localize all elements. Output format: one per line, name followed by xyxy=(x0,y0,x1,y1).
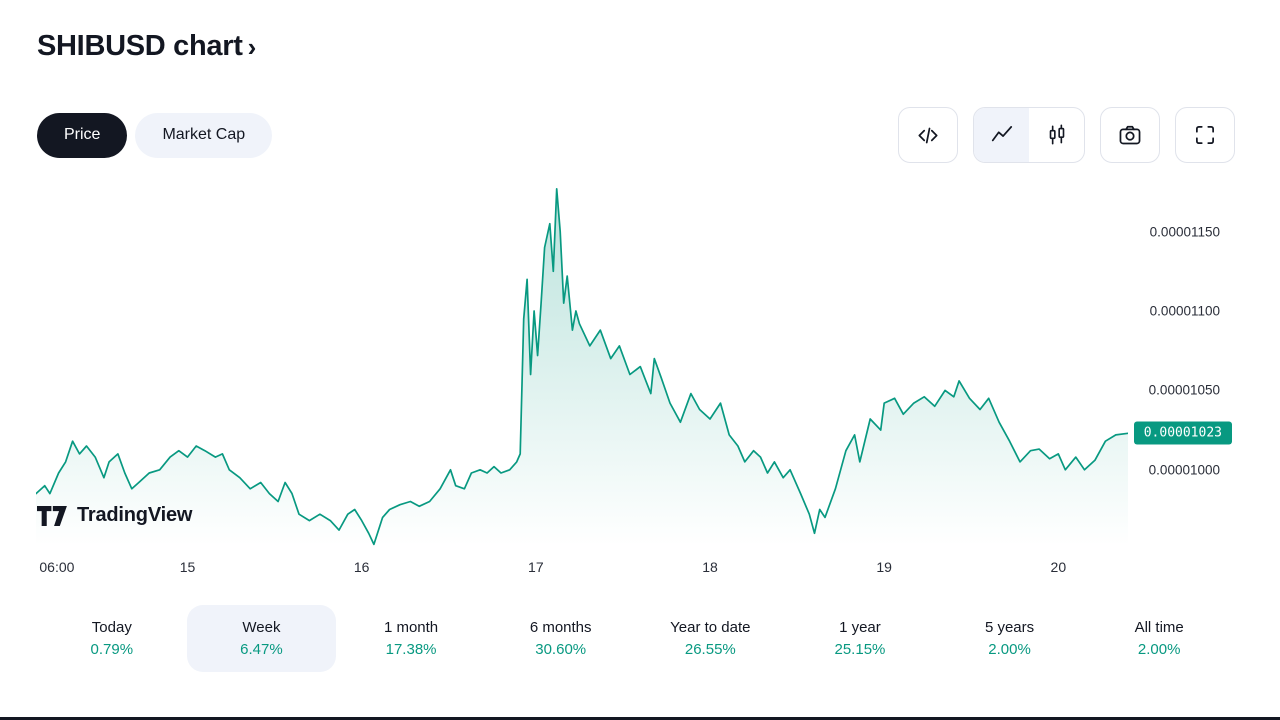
range-change: 2.00% xyxy=(1137,641,1181,658)
range-change: 2.00% xyxy=(988,641,1031,658)
range-item-1-month[interactable]: 1 month 17.38% xyxy=(336,605,486,672)
x-axis-label: 18 xyxy=(702,559,718,575)
range-label: 1 month xyxy=(383,619,439,636)
range-item-today[interactable]: Today 0.79% xyxy=(37,605,187,672)
range-change: 25.15% xyxy=(834,641,886,658)
fullscreen-button[interactable] xyxy=(1175,107,1235,163)
chevron-right-icon: › xyxy=(247,32,257,62)
camera-button[interactable] xyxy=(1100,107,1160,163)
candlestick-button[interactable] xyxy=(1029,108,1084,162)
fullscreen-icon xyxy=(1196,126,1214,144)
range-label: 1 year xyxy=(839,619,881,636)
tradingview-wordmark: TradingView xyxy=(77,504,193,526)
x-axis-label: 17 xyxy=(528,559,544,575)
tradingview-logo[interactable]: TradingView xyxy=(37,504,192,527)
range-change: 6.47% xyxy=(240,641,283,658)
price-area-chart[interactable] xyxy=(36,184,1128,546)
range-label: Year to date xyxy=(670,619,751,636)
camera-icon xyxy=(1119,125,1141,145)
range-label: All time xyxy=(1134,619,1184,636)
code-view-button[interactable] xyxy=(898,107,958,163)
chart-type-toggle xyxy=(973,107,1085,163)
range-label: Week xyxy=(242,619,281,636)
range-label: 5 years xyxy=(984,619,1035,636)
chart-region: 0.00001023 TradingView 06:00 15 16 17 18 19 20… xyxy=(0,171,1280,591)
x-axis-label: 20 xyxy=(1050,559,1067,575)
y-axis-label: 0.00001100 xyxy=(1149,303,1220,319)
range-label: 6 months xyxy=(529,619,592,636)
range-item-1-year[interactable]: 1 year 25.15% xyxy=(785,605,935,672)
x-axis-label: 19 xyxy=(876,559,892,575)
bottom-divider xyxy=(0,717,1280,720)
area-chart-button[interactable] xyxy=(974,108,1029,162)
area-chart-icon xyxy=(991,126,1012,142)
range-change: 0.79% xyxy=(90,641,134,658)
symbol-title: SHIBUSD chart xyxy=(37,30,243,62)
page-title[interactable]: SHIBUSD chart › xyxy=(37,30,256,63)
header: SHIBUSD chart › xyxy=(0,0,1280,63)
candlestick-icon xyxy=(1049,124,1064,145)
chart-toolbar xyxy=(898,107,1235,163)
x-axis-label: 06:00 xyxy=(39,559,75,575)
range-selector: Today 0.79% Week 6.47% 1 month 17.38% 6 months… xyxy=(37,605,1234,672)
range-item-all-time[interactable]: All time 2.00% xyxy=(1084,605,1234,672)
market-cap-tab[interactable]: Market Cap xyxy=(135,112,273,158)
controls-row: Price Market Cap xyxy=(37,107,1235,163)
range-item-year-to-date[interactable]: Year to date 26.55% xyxy=(636,605,786,672)
range-item-5-years[interactable]: 5 years 2.00% xyxy=(935,605,1085,672)
y-axis-label: 0.00001000 xyxy=(1148,462,1220,478)
range-item-week[interactable]: Week 6.47% xyxy=(186,605,337,672)
price-marketcap-toggle: Price Market Cap xyxy=(37,112,273,158)
range-label: Today xyxy=(91,619,132,636)
price-line xyxy=(36,187,1128,546)
x-axis-label: 16 xyxy=(353,559,370,575)
last-price-badge: 0.00001023 xyxy=(1133,421,1232,445)
range-change: 26.55% xyxy=(684,641,736,658)
area-fill xyxy=(36,188,1128,546)
range-change: 30.60% xyxy=(535,641,587,658)
price-tab[interactable]: Price xyxy=(37,112,128,158)
range-change: 17.38% xyxy=(385,641,437,658)
x-axis-label: 15 xyxy=(179,559,196,575)
code-icon xyxy=(918,127,938,144)
y-axis-label: 0.00001050 xyxy=(1148,382,1220,398)
range-item-6-months[interactable]: 6 months 30.60% xyxy=(486,605,636,672)
tradingview-logomark-icon xyxy=(37,505,67,526)
y-axis-label: 0.00001150 xyxy=(1149,224,1220,240)
